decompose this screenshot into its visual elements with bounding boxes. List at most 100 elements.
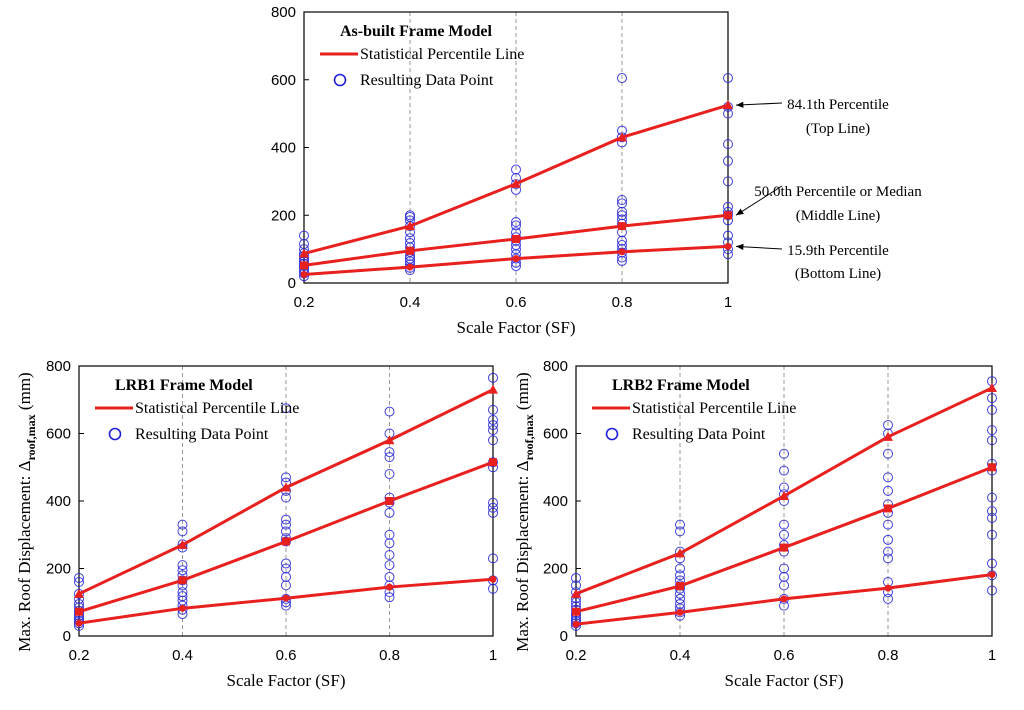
y-axis-label-prefix: Max. Roof Displacement: Δ — [513, 460, 532, 651]
data-point — [987, 512, 997, 523]
data-point — [488, 583, 498, 594]
y-tick-label: 600 — [271, 72, 296, 89]
chart-panel-1: 0 200 400 600 800 0.2 0.4 0.6 0.8 1 Scale Factor (… — [271, 4, 922, 337]
data-point — [488, 425, 498, 436]
data-point — [883, 534, 893, 545]
data-point — [74, 577, 84, 587]
data-point — [511, 244, 521, 255]
data-point — [617, 255, 627, 266]
data-point — [987, 393, 997, 404]
data-point — [987, 529, 997, 540]
data-point — [488, 435, 498, 446]
annotation-line1: 15.9th Percentile — [787, 243, 889, 259]
data-point — [883, 593, 893, 604]
y-tick-label: 0 — [288, 275, 296, 292]
percentile-marker-square — [300, 261, 308, 270]
data-point — [488, 420, 498, 431]
percentile-marker-square — [489, 458, 497, 467]
data-point — [488, 372, 498, 383]
percentile-marker-circle — [884, 584, 892, 592]
data-point — [281, 514, 291, 525]
annotation-1: 84.1th Percentile (Top Line) — [735, 97, 889, 137]
data-point — [384, 507, 395, 518]
chart-panel-3: 0 200 400 600 800 0.2 0.4 0.6 0.8 1 Scale Factor (… — [543, 358, 997, 690]
annotation-3: 15.9th Percentile (Bottom Line) — [735, 243, 889, 282]
legend-point-swatch — [605, 427, 619, 441]
data-point — [488, 502, 498, 513]
data-point — [571, 572, 581, 583]
data-point — [617, 206, 627, 217]
data-point — [779, 465, 789, 476]
percentile-marker-triangle — [405, 221, 415, 231]
x-tick-label: 0.4 — [670, 647, 691, 664]
annotation-line1: 84.1th Percentile — [787, 97, 889, 113]
y-axis-label-suffix: (mm) — [513, 372, 532, 414]
data-point — [384, 406, 395, 417]
data-point — [488, 404, 498, 415]
percentile-marker-triangle — [779, 490, 789, 500]
data-point — [987, 425, 997, 436]
chart-title: LRB1 Frame Model — [115, 377, 253, 394]
data-point — [281, 492, 291, 503]
data-point — [675, 563, 685, 574]
data-point — [617, 198, 627, 209]
data-point — [675, 519, 685, 530]
data-point — [987, 558, 997, 569]
y-tick-label: 200 — [543, 561, 568, 578]
percentile-marker-triangle — [299, 248, 309, 258]
percentile-marker-triangle — [987, 382, 997, 392]
annotation-arrow-head — [736, 208, 744, 216]
percentile-marker-triangle — [384, 435, 395, 445]
data-point — [883, 485, 893, 496]
data-point — [511, 220, 521, 231]
y-tick-label: 200 — [271, 207, 296, 224]
x-tick-label: 1 — [724, 294, 732, 311]
data-point — [723, 230, 733, 241]
y-tick-label: 0 — [560, 628, 568, 645]
percentile-marker-circle — [780, 595, 788, 603]
data-point — [511, 164, 521, 175]
annotation-arrow-line — [735, 102, 783, 106]
data-point — [281, 526, 291, 537]
legend: Statistical Percentile Line Resulting Dat… — [592, 400, 796, 443]
x-tick-label: 0.2 — [566, 647, 587, 664]
annotation-line2: (Middle Line) — [796, 208, 881, 224]
percentile-marker-circle — [988, 571, 996, 579]
data-point — [883, 546, 893, 557]
percentile-marker-circle — [179, 604, 186, 612]
data-point — [384, 538, 395, 549]
legend-point-label: Resulting Data Point — [632, 426, 766, 443]
data-point — [617, 195, 627, 206]
shared-y-axis-label: Max. Roof Displacement: Δroof,max (mm) — [15, 372, 38, 651]
data-point — [883, 519, 893, 530]
data-point — [177, 565, 188, 576]
y-tick-label: 600 — [46, 426, 71, 443]
percentile-marker-square — [385, 497, 394, 505]
data-point — [74, 572, 84, 583]
data-point — [779, 571, 789, 582]
x-tick-label: 0.4 — [172, 647, 193, 664]
percentile-marker-square — [988, 463, 996, 472]
y-tick-label: 400 — [271, 140, 296, 157]
data-point — [883, 553, 893, 564]
data-point — [488, 497, 498, 508]
chart-title: As-built Frame Model — [340, 23, 493, 40]
annotation-arrow-line — [735, 185, 783, 216]
percentile-marker-square — [676, 582, 684, 591]
percentile-marker-circle — [386, 583, 393, 591]
y-tick-label: 600 — [543, 426, 568, 443]
percentile-marker-circle — [75, 619, 83, 627]
percentile-marker-triangle — [74, 588, 84, 598]
data-point — [384, 447, 395, 458]
data-point — [281, 403, 291, 414]
legend-line-label: Statistical Percentile Line — [632, 400, 796, 417]
y-tick-label: 400 — [543, 493, 568, 510]
y-axis-label-subscript: roof,max — [522, 414, 536, 460]
percentile-marker-triangle — [571, 588, 581, 598]
legend-line-label: Statistical Percentile Line — [360, 46, 524, 63]
data-point — [384, 560, 395, 571]
shared-y-axis-label-right: Max. Roof Displacement: Δroof,max (mm) — [513, 372, 536, 651]
legend: Statistical Percentile Line Resulting Dat… — [320, 46, 524, 89]
x-tick-label: 0.2 — [69, 647, 90, 664]
x-tick-label: 0.4 — [400, 294, 421, 311]
